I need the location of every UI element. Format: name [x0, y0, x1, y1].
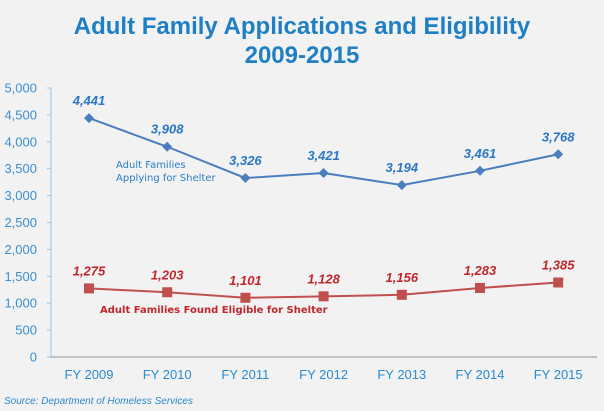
- y-tick-label: 4,500: [4, 107, 37, 122]
- chart-title-line-1: Adult Family Applications and Eligibilit…: [73, 13, 531, 40]
- x-tick-label: FY 2013: [377, 367, 426, 382]
- data-label: 3,194: [386, 160, 419, 175]
- data-label: 1,203: [151, 267, 184, 282]
- y-tick-label: 2,500: [4, 215, 37, 230]
- y-tick-label: 1,500: [4, 269, 37, 284]
- data-point-marker: [396, 180, 407, 191]
- y-tick-label: 2,000: [4, 242, 37, 257]
- series-group: 4,441 3,908 3,326 3,421 3,194 3,461 3,768 Adult…: [72, 93, 576, 316]
- x-tick-label: FY 2011: [221, 367, 269, 382]
- x-tick-label: FY 2015: [534, 367, 583, 382]
- data-label: 1,128: [307, 271, 340, 286]
- data-point-marker: [318, 167, 329, 178]
- data-point-marker: [162, 287, 173, 298]
- series-applying: 4,441 3,908 3,326 3,421 3,194 3,461 3,768 Adult…: [72, 93, 575, 191]
- x-tick-label: FY 2012: [299, 367, 348, 382]
- y-tick-label: 0: [30, 350, 37, 365]
- chart-subtitle: 2009-2015: [244, 42, 360, 69]
- data-label: 3,326: [229, 153, 262, 168]
- y-tick-label: 3,500: [4, 161, 37, 176]
- data-label: 1,156: [386, 270, 419, 285]
- data-label: 1,385: [542, 257, 575, 272]
- data-point-marker: [240, 292, 251, 303]
- x-tick-label: FY 2009: [65, 367, 114, 382]
- x-tick-label: FY 2010: [143, 367, 192, 382]
- data-point-marker: [162, 141, 173, 152]
- data-label: 3,461: [464, 146, 497, 161]
- data-label: 1,275: [73, 263, 106, 278]
- chart-title: Adult Family Applications and Eligibilit…: [0, 12, 604, 70]
- data-label: 1,101: [229, 273, 262, 288]
- data-label: 4,441: [72, 93, 106, 108]
- x-tick-label: FY 2014: [456, 367, 505, 382]
- data-label: 3,908: [151, 122, 184, 137]
- y-tick-label: 500: [15, 323, 37, 338]
- y-tick-label: 3,000: [4, 188, 37, 203]
- data-point-marker: [84, 283, 94, 294]
- data-label: 3,768: [542, 129, 575, 144]
- data-point-marker: [553, 149, 564, 160]
- data-label: 3,421: [307, 148, 340, 163]
- data-point-marker: [553, 277, 564, 288]
- axes: 0 500 1,000 1,500 2,000 2,500 3,000 3,500 4,000 4…: [4, 81, 597, 382]
- data-point-marker: [240, 173, 251, 184]
- data-point-marker: [318, 291, 329, 302]
- series-annotation: Applying for Shelter: [116, 173, 216, 184]
- y-tick-label: 1,000: [4, 296, 37, 311]
- series-annotation: Adult Families Found Eligible for Shelte…: [100, 305, 328, 316]
- y-tick-label: 5,000: [4, 81, 37, 96]
- data-label: 1,283: [464, 263, 497, 278]
- source-note: Source: Department of Homeless Services: [4, 396, 193, 407]
- data-point-marker: [475, 282, 485, 293]
- data-point-marker: [396, 289, 407, 300]
- y-tick-label: 4,000: [4, 134, 37, 149]
- series-eligible: 1,275 1,203 1,101 1,128 1,156 1,283 1,385 Adult…: [73, 257, 576, 316]
- series-annotation: Adult Families: [116, 160, 186, 171]
- data-point-marker: [84, 113, 94, 124]
- data-point-marker: [475, 165, 485, 176]
